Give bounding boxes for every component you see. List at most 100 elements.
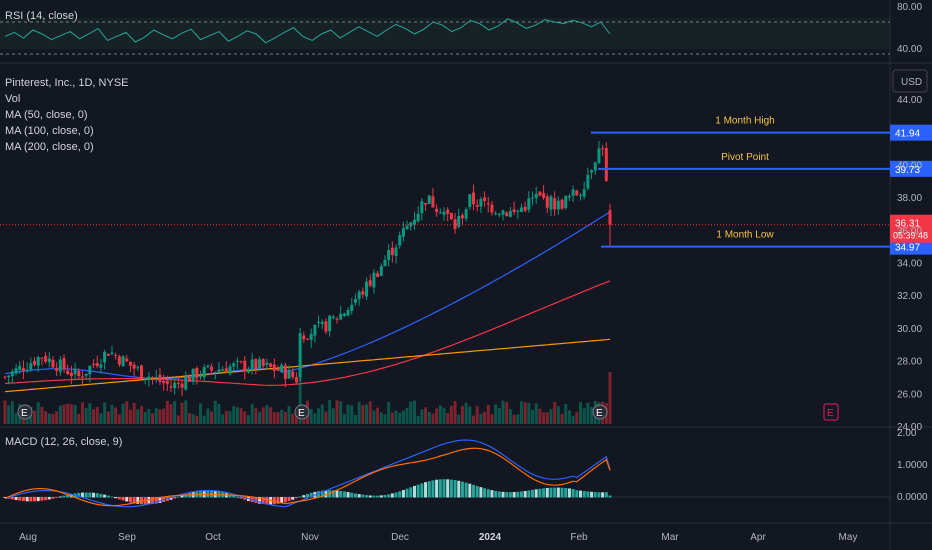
price-tick: 30.00 [897,324,922,335]
volume-bar [490,414,494,424]
candle [376,270,380,278]
volume-bar [505,401,509,424]
volume-bar [21,415,25,424]
macd-histogram-bar [139,497,143,505]
candle [435,204,439,217]
volume-bar [442,407,446,424]
volume-bar [342,414,346,424]
volume-bar [228,411,232,424]
candle [121,354,125,367]
candle [505,211,509,217]
candle [556,196,560,215]
earnings-marker[interactable]: E [592,404,608,420]
volume-bar [405,407,409,424]
volume-bar [110,404,114,424]
candle [398,231,402,249]
volume-bar [199,403,203,424]
volume-bar [173,401,177,424]
candle [180,379,184,396]
volume-bar [427,412,431,424]
volume-bar [128,409,132,424]
candle [250,353,254,375]
earnings-marker[interactable]: E [17,404,33,420]
candle [254,358,258,375]
level-price-text: 41.94 [895,129,920,140]
macd-histogram-bar [320,490,324,498]
macd-histogram-bar [346,492,350,498]
x-axis-label: Oct [205,532,221,543]
candle [154,369,158,383]
macd-histogram-bar [36,497,40,502]
candle [40,357,44,366]
volume-bar [77,413,81,424]
volume-bar [114,407,118,424]
candle [66,364,70,376]
macd-histogram-bar [368,495,372,498]
macd-histogram-bar [180,495,184,498]
candle [103,349,107,370]
candle [519,203,523,213]
candle [158,367,162,386]
candle [368,274,372,288]
candle [420,197,424,221]
candle [324,318,328,335]
macd-histogram-bar [206,490,210,498]
candle [294,372,298,385]
candle [542,185,546,200]
macd-histogram-bar [265,497,269,505]
volume-bar [412,400,416,424]
volume-bar [239,408,243,424]
volume-bar [383,414,387,424]
macd-histogram-bar [106,495,110,498]
earnings-marker-upcoming[interactable]: E [823,403,839,421]
volume-bar [472,415,476,424]
volume-bar [213,400,217,424]
macd-histogram-bar [549,487,553,498]
candle [84,373,88,379]
macd-histogram-bar [483,488,487,498]
volume-bar [560,413,564,424]
candle [357,289,361,306]
macd-histogram-bar [593,492,597,498]
macd-histogram-bar [497,491,501,498]
x-axis-label: 2024 [479,532,502,543]
earnings-marker[interactable]: E [294,404,310,420]
candle [313,324,317,343]
candle [416,206,420,223]
ma100-line [4,280,611,387]
macd-histogram-bar [95,493,99,498]
volume-bar [92,409,96,424]
candle [501,209,505,221]
volume-bar [468,406,472,424]
macd-histogram-bar [128,497,132,503]
volume-bar [309,408,313,424]
level-label: 1 Month Low [716,230,774,241]
macd-histogram-bar [475,486,479,498]
currency-button[interactable] [892,69,928,93]
macd-histogram-bar [261,497,265,505]
volume-bar [608,372,612,424]
candle [191,368,195,385]
price-tick: 44.00 [897,95,922,106]
x-axis-label: Nov [301,532,319,543]
macd-histogram-bar [353,493,357,498]
candle [390,241,394,263]
candle [136,365,140,371]
candle [464,207,468,222]
volume-bar [483,411,487,424]
candle [387,244,391,267]
macd-histogram-bar [575,490,579,498]
volume-bar [582,408,586,424]
macd-histogram-bar [586,491,590,498]
macd-histogram-bar [505,492,509,498]
candle [77,368,81,380]
macd-histogram-bar [114,497,118,499]
macd-histogram-bar [291,497,295,500]
macd-histogram-bar [306,493,309,498]
volume-bar [80,402,84,424]
macd-histogram-bar [608,495,612,498]
volume-bar [531,409,535,424]
volume-bar [36,402,40,424]
candle [139,364,143,380]
